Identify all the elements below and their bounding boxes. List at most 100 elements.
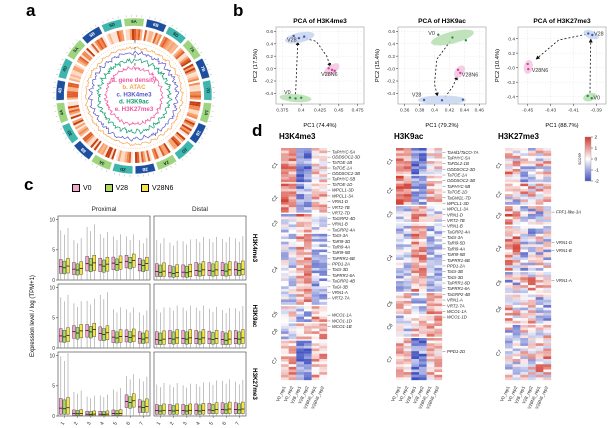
gene-label: VRT2-7D [332,210,350,215]
cluster-C7: C7 [495,324,552,381]
gene-label: TaGI-3A [447,235,463,240]
gene-label: TaGI-3B [447,269,463,274]
pca-group-V28N6: V28N6 [454,65,478,78]
svg-text:C1: C1 [386,158,395,167]
gene-label: WCO1-1B [332,324,352,329]
boxplot-panel-H3K9ac-Distal [153,283,247,349]
cluster-C1: C1 [495,148,552,183]
svg-text:C6: C6 [386,322,395,331]
trajectory-arrow [588,38,593,93]
svg-text:2B: 2B [142,167,148,173]
panel-a-label: a [26,1,36,20]
svg-text:5: 5 [52,316,55,322]
gene-label: TaTOE-1D [332,182,352,187]
svg-text:7B: 7B [200,65,207,72]
svg-text:Expression level / log (TPM+1): Expression level / log (TPM+1) [30,275,36,357]
gene-label: WCO1-1A [332,313,352,318]
svg-text:Distal: Distal [192,206,208,213]
svg-text:0.375: 0.375 [276,108,288,114]
track-H3K27me3 [103,65,164,127]
svg-text:1: 1 [595,146,598,152]
svg-text:0.6: 0.6 [266,29,273,35]
svg-text:0.46: 0.46 [475,108,485,114]
svg-text:7: 7 [235,421,242,427]
svg-text:5: 5 [208,421,215,427]
svg-text:C7: C7 [271,357,280,366]
gene-label: TaPHYC-5A [332,149,355,154]
heatmap-title-h3k9ac: H3K9ac [394,132,424,141]
trajectory-arrow [535,33,587,60]
svg-text:-0.43: -0.43 [545,108,556,114]
svg-text:PC1 (79.2%): PC1 (79.2%) [425,123,458,129]
svg-text:-0.41: -0.41 [568,108,579,114]
svg-text:3: 3 [86,421,93,427]
svg-text:PC2 (10.4%): PC2 (10.4%) [495,49,501,82]
svg-text:6B: 6B [152,22,159,28]
svg-text:C2: C2 [271,194,280,203]
svg-text:6D: 6D [172,31,179,38]
svg-text:C1: C1 [271,161,280,170]
legend-label: V28 [115,184,129,192]
gene-label: TaRI9-5B [447,252,465,257]
cluster-C4: C4 [386,223,443,292]
gene-label: TaGRP2-4D [332,216,355,221]
cluster-C2: C2 [271,183,328,213]
gene-density-ring [67,29,201,163]
svg-text:6: 6 [125,421,132,427]
svg-text:C3: C3 [271,220,280,229]
svg-text:4B: 4B [57,87,62,93]
svg-text:V28: V28 [594,32,604,38]
svg-text:4D: 4D [61,65,68,72]
svg-text:10: 10 [49,353,55,359]
gene-label: PPD1-2A [447,263,465,268]
legend-swatch [104,184,113,192]
gene-label: VRN1-D [447,212,463,217]
svg-text:0.475: 0.475 [352,108,364,114]
svg-text:e. H3K27me3: e. H3K27me3 [115,106,154,113]
boxplot-legend: V0 V28 V28N6 [72,184,173,192]
gene-label: WPCL1-3A [332,193,354,198]
gene-label: VRN1-A [332,290,348,295]
svg-text:6: 6 [221,421,228,427]
svg-text:b: b [134,39,137,44]
svg-text:C1: C1 [495,161,504,170]
svg-text:0.425: 0.425 [314,108,326,114]
svg-text:PCA of H3K4me3: PCA of H3K4me3 [293,18,347,25]
cluster-C7: C7 [271,340,328,381]
gene-label: TaPRR1-6A [447,286,470,291]
gene-label: TaPRR1-6A [332,273,355,278]
legend-swatch [72,184,80,192]
gene-label: TaPHYC-5A [447,155,470,160]
trajectory-arrow [444,75,458,98]
heatmap-title-h3k27me3: H3K27me3 [498,132,539,141]
svg-text:C6: C6 [271,328,280,337]
chromosome-ring: 6A 6B 6D 7A 7B 7D 1A 1B 1D 2A 2B 2D 3A 3B 3D 4A 4B 4D 5A 5B… [53,15,215,177]
svg-text:C7: C7 [495,349,504,358]
svg-text:0.2: 0.2 [388,54,395,60]
svg-text:1: 1 [156,421,163,427]
svg-text:V28: V28 [412,93,422,99]
cluster-C6: C6 [271,323,328,340]
legend-swatch [141,184,150,192]
gene-label: VRN1-A [447,298,463,303]
trajectory-arrow [434,41,451,97]
svg-text:1B: 1B [195,129,202,136]
svg-text:Proximal: Proximal [92,206,117,213]
expression-boxplots: Proximal Distal H3K4me3 H3K9ac H3K27me3 Expre… [30,206,258,427]
gene-label: VRT2-7A [447,303,465,308]
svg-text:7A: 7A [188,46,196,54]
svg-text:c. H3K4me3: c. H3K4me3 [116,91,152,98]
svg-text:-0.4: -0.4 [265,91,274,97]
gene-label: TaGRP2-4A [447,229,470,234]
cluster-C3: C3 [386,206,443,222]
svg-text:5: 5 [112,421,119,427]
pca-group-V0: V0 [583,92,600,102]
svg-text:4: 4 [195,421,202,427]
gene-label: TaGI-3A [332,233,348,238]
gene-label: TaRI9-5D [447,241,465,246]
svg-text:C4: C4 [386,254,395,263]
gene-label: TaTOE-1D [447,190,467,195]
svg-text:2D: 2D [120,167,126,173]
svg-text:3D: 3D [66,129,73,136]
